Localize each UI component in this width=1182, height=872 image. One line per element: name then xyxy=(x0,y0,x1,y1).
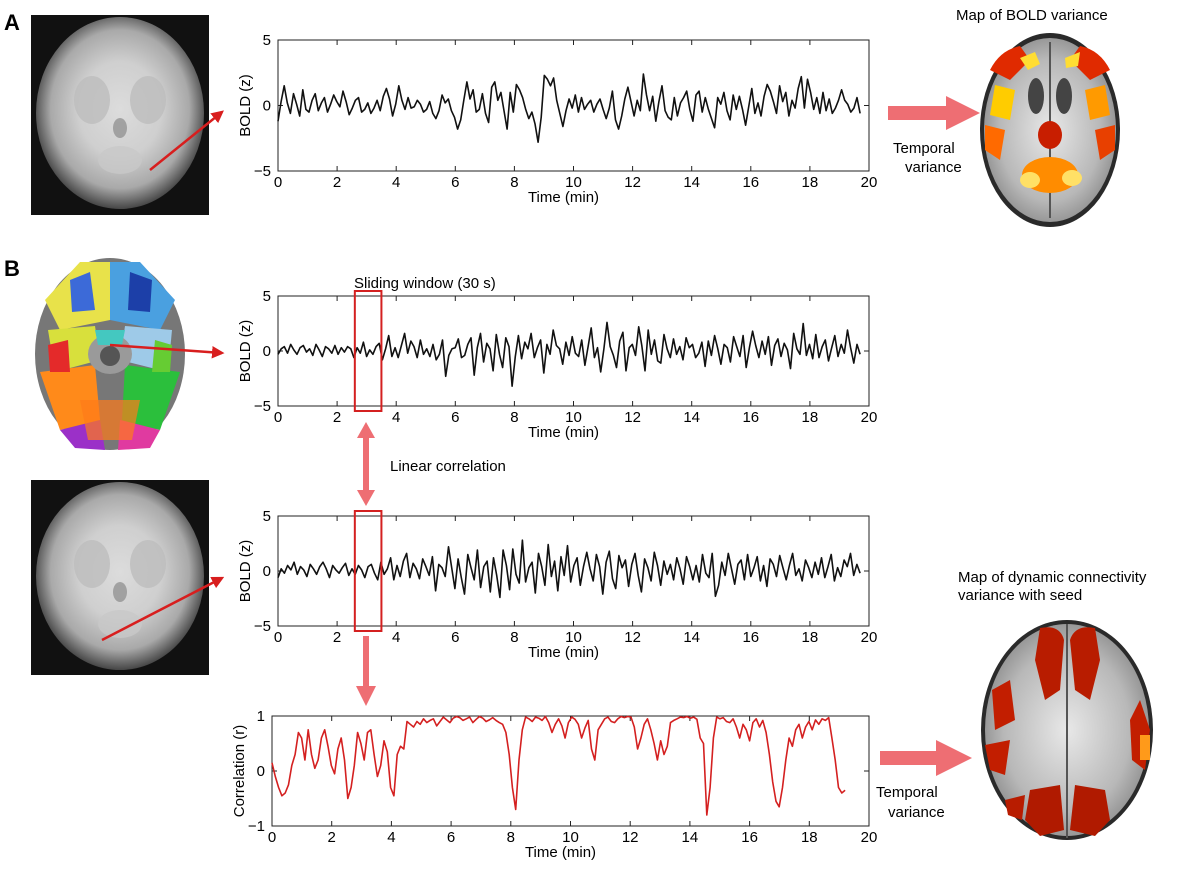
temporal-variance-arrow-a xyxy=(888,96,980,130)
seed-arrow-b-top xyxy=(109,343,225,359)
x-tick-label: 8 xyxy=(510,174,518,191)
map-bold-variance-title: Map of BOLD variance xyxy=(956,7,1108,24)
y-axis-label: BOLD (z) xyxy=(237,320,254,383)
fmri-brain-image-b xyxy=(31,480,209,675)
x-tick-label: 2 xyxy=(333,174,341,191)
x-tick-label: 4 xyxy=(392,629,400,646)
x-tick-label: 8 xyxy=(510,409,518,426)
map-dyn-title-line2: variance with seed xyxy=(958,587,1082,604)
bold-series-line xyxy=(277,73,861,143)
x-tick-label: 2 xyxy=(333,409,341,426)
y-axis-label: Correlation (r) xyxy=(231,725,248,818)
x-tick-label: 20 xyxy=(861,629,878,646)
y-tick-label: 5 xyxy=(263,32,271,49)
x-axis-label: Time (min) xyxy=(528,644,599,661)
bold-variance-map-image xyxy=(980,33,1120,227)
x-tick-label: 14 xyxy=(683,629,700,646)
x-axis-label: Time (min) xyxy=(528,424,599,441)
map-dyn-title-line1: Map of dynamic connectivity xyxy=(958,569,1147,586)
y-tick-label: −5 xyxy=(254,618,271,635)
y-axis-label: BOLD (z) xyxy=(237,74,254,137)
x-axis-label: Time (min) xyxy=(528,189,599,206)
x-tick-label: 8 xyxy=(510,629,518,646)
x-tick-label: 10 xyxy=(562,829,579,846)
parcellation-atlas-image xyxy=(35,258,185,450)
seed-arrow-b-mid xyxy=(101,576,225,642)
x-tick-label: 10 xyxy=(565,629,582,646)
bold-series-line xyxy=(277,321,861,387)
y-tick-label: 0 xyxy=(263,563,271,580)
y-tick-label: 1 xyxy=(257,708,265,725)
x-tick-label: 16 xyxy=(742,409,759,426)
x-tick-label: 18 xyxy=(802,409,819,426)
x-tick-label: 0 xyxy=(274,174,282,191)
x-tick-label: 6 xyxy=(447,829,455,846)
bold-series-line xyxy=(277,539,861,599)
x-tick-label: 0 xyxy=(274,409,282,426)
x-tick-label: 20 xyxy=(861,174,878,191)
x-tick-label: 18 xyxy=(802,174,819,191)
x-tick-label: 4 xyxy=(392,174,400,191)
x-tick-label: 20 xyxy=(861,409,878,426)
x-tick-label: 4 xyxy=(392,409,400,426)
x-tick-label: 20 xyxy=(861,829,878,846)
linear-correlation-label: Linear correlation xyxy=(390,458,506,475)
x-tick-label: 10 xyxy=(565,409,582,426)
sliding-window-box xyxy=(353,510,383,632)
y-tick-label: 0 xyxy=(257,763,265,780)
x-tick-label: 2 xyxy=(333,629,341,646)
x-tick-label: 12 xyxy=(622,829,639,846)
x-tick-label: 4 xyxy=(387,829,395,846)
x-tick-label: 6 xyxy=(451,409,459,426)
x-tick-label: 16 xyxy=(742,174,759,191)
x-tick-label: 2 xyxy=(328,829,336,846)
down-arrow-to-correlation xyxy=(356,636,376,706)
x-tick-label: 10 xyxy=(565,174,582,191)
temporal-variance-a-line1: Temporal xyxy=(893,140,955,157)
x-tick-label: 12 xyxy=(624,629,641,646)
x-tick-label: 14 xyxy=(683,174,700,191)
x-tick-label: 18 xyxy=(801,829,818,846)
y-tick-label: 0 xyxy=(263,343,271,360)
sliding-window-box xyxy=(353,290,383,412)
x-tick-label: 16 xyxy=(741,829,758,846)
x-tick-label: 16 xyxy=(742,629,759,646)
x-tick-label: 14 xyxy=(683,409,700,426)
x-tick-label: 6 xyxy=(451,174,459,191)
y-tick-label: −5 xyxy=(254,398,271,415)
x-tick-label: 8 xyxy=(507,829,515,846)
y-axis-label: BOLD (z) xyxy=(237,540,254,603)
y-tick-label: 5 xyxy=(263,288,271,305)
temporal-variance-b-line2: variance xyxy=(888,804,945,821)
x-tick-label: 0 xyxy=(268,829,276,846)
temporal-variance-b-line1: Temporal xyxy=(876,784,938,801)
temporal-variance-arrow-b xyxy=(880,740,972,776)
y-tick-label: 0 xyxy=(263,98,271,115)
y-tick-label: −1 xyxy=(248,818,265,835)
x-tick-label: 6 xyxy=(451,629,459,646)
x-tick-label: 18 xyxy=(802,629,819,646)
x-axis-label: Time (min) xyxy=(525,844,596,861)
correlation-series-line xyxy=(271,715,846,816)
x-tick-label: 14 xyxy=(682,829,699,846)
dynamic-connectivity-map-image xyxy=(981,620,1153,840)
panel-a-label: A xyxy=(4,10,20,35)
plot-frame xyxy=(271,715,870,827)
x-tick-label: 0 xyxy=(274,629,282,646)
x-tick-label: 12 xyxy=(624,409,641,426)
sliding-window-label: Sliding window (30 s) xyxy=(354,275,496,292)
y-tick-label: −5 xyxy=(254,163,271,180)
panel-b-label: B xyxy=(4,256,20,281)
linear-correlation-arrow xyxy=(357,422,375,506)
seed-arrow-a xyxy=(149,110,224,171)
temporal-variance-a-line2: variance xyxy=(905,159,962,176)
fmri-brain-image-a xyxy=(31,15,209,215)
y-tick-label: 5 xyxy=(263,508,271,525)
x-tick-label: 12 xyxy=(624,174,641,191)
